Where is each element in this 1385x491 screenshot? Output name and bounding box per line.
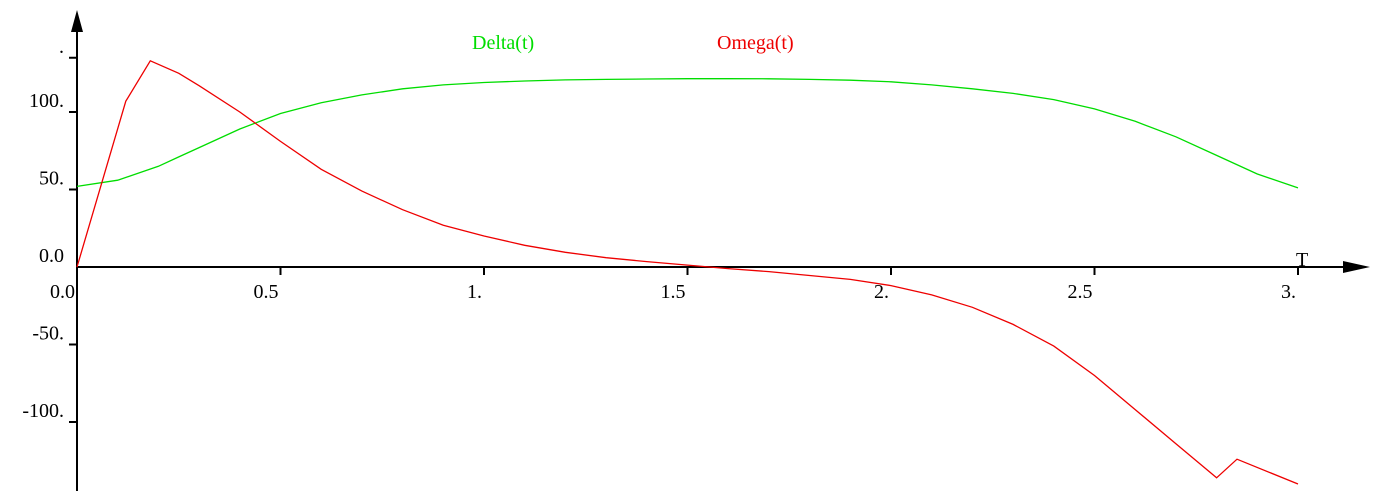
x-tick-label: 2.5 xyxy=(1068,281,1093,303)
x-tick-label: 1.5 xyxy=(661,281,686,303)
omega-series-line xyxy=(76,59,1299,485)
series-lines xyxy=(76,59,1299,485)
y-tick-label: . xyxy=(59,36,64,58)
axes: T 0.0 0.5 1. 1.5 2. 2.5 3. -100. -50. 0.0 50. 100.. xyxy=(22,10,1370,491)
x-tick-label: 2. xyxy=(874,281,889,303)
legend-entry-delta: Delta(t) xyxy=(472,32,534,54)
y-tick-label: -50. xyxy=(32,323,64,345)
legend-entry-omega: Omega(t) xyxy=(717,32,794,54)
y-tick-label: 0.0 xyxy=(39,245,64,267)
x-axis-arrow xyxy=(1343,261,1370,273)
x-tick-label: 1. xyxy=(467,281,482,303)
x-tick-label: 0.0 xyxy=(50,281,75,303)
y-axis-arrow xyxy=(71,10,83,32)
x-tick-label: 3. xyxy=(1281,281,1296,303)
x-tick-label: 0.5 xyxy=(254,281,279,303)
y-tick-label: 100. xyxy=(29,90,64,112)
y-tick-label: 50. xyxy=(39,168,64,190)
legend: Delta(t) Omega(t) xyxy=(472,32,794,54)
y-tick-label: -100. xyxy=(22,400,64,422)
delta-series-line xyxy=(76,78,1299,189)
x-axis-label: T xyxy=(1296,249,1308,271)
